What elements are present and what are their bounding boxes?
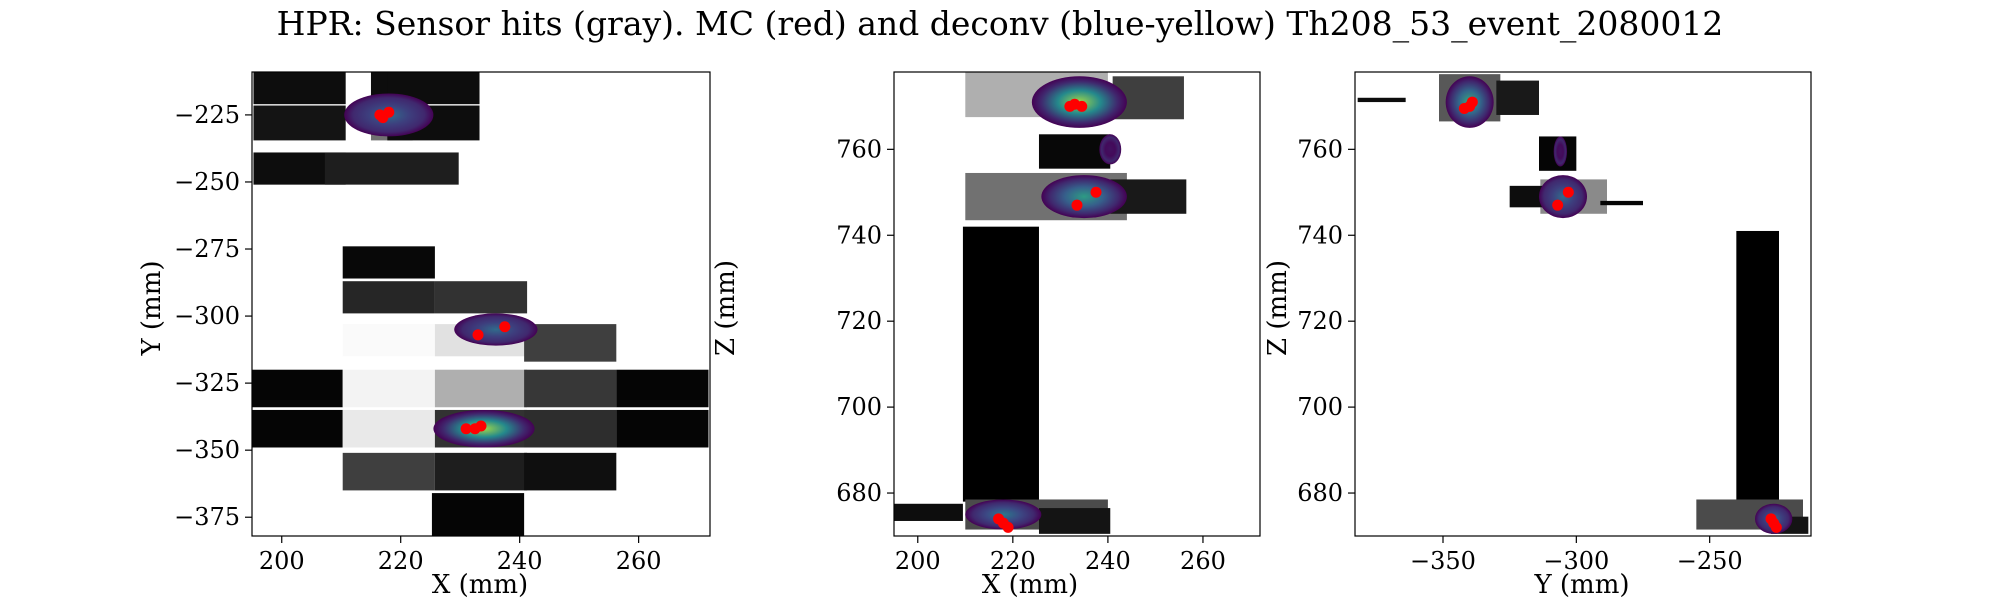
panel-xz-plot-area — [894, 72, 1187, 534]
mc-hit-point — [377, 112, 389, 124]
mc-hit-point — [1002, 521, 1014, 533]
sensor-hit-cell — [524, 452, 617, 491]
sensor-hit-cell — [342, 246, 435, 279]
panel-yz-frame — [1354, 71, 1812, 537]
panel-yz-ytick-label: 720 — [1297, 307, 1343, 335]
panel-xy-ytick-label: −250 — [174, 168, 240, 196]
sensor-hit-cell — [342, 409, 435, 448]
sensor-hit-cell — [434, 281, 528, 314]
panel-yz-xlabel: Y (mm) — [1533, 570, 1629, 600]
panel-xz-xtick-label: 200 — [895, 547, 941, 575]
mc-hit-point — [460, 423, 472, 435]
sensor-hit-cell — [616, 409, 709, 448]
panel-xy-ytick-label: −275 — [174, 235, 240, 263]
panel-yz-plot-area — [1357, 74, 1809, 534]
deconv-blob — [965, 499, 1042, 530]
panel-yz-ytick-label: 760 — [1297, 135, 1343, 163]
sensor-hit-cell — [252, 369, 343, 408]
sensor-hit-cell — [616, 369, 709, 408]
panel-xy-xlabel: X (mm) — [432, 570, 528, 600]
deconv-blob — [1099, 134, 1122, 165]
sensor-hit-cell — [1496, 80, 1539, 115]
panel-xy-frame — [251, 71, 711, 537]
sensor-hit-cell — [1600, 200, 1643, 206]
sensor-hit-cell — [342, 452, 435, 491]
panel-xz-ytick-label: 680 — [836, 479, 882, 507]
deconv-blob — [454, 313, 538, 346]
sensor-hit-cell — [1736, 230, 1779, 506]
panel-xz-xtick-label: 220 — [990, 547, 1036, 575]
panel-yz-ytick-label: 680 — [1297, 479, 1343, 507]
panel-xy-xtick-label: 240 — [497, 547, 543, 575]
panel-xz-xtick-label: 240 — [1085, 547, 1131, 575]
mc-hit-point — [1770, 521, 1782, 533]
sensor-hit-cell — [962, 226, 1039, 502]
sensor-hit-cell — [524, 369, 617, 408]
panel-xz-ytick-label: 700 — [836, 393, 882, 421]
panel-xy-ytick-label: −350 — [174, 436, 240, 464]
panel-yz-xtick-label: −250 — [1677, 547, 1743, 575]
panel-xy-xtick-label: 260 — [616, 547, 662, 575]
panel-xz-frame — [893, 71, 1261, 537]
mc-hit-point — [1562, 186, 1574, 198]
panel-xy-xtick-label: 200 — [259, 547, 305, 575]
panel-yz-xtick-label: −350 — [1410, 547, 1476, 575]
sensor-hit-cell — [1357, 97, 1406, 103]
sensor-hit-cell — [342, 324, 435, 357]
panel-xz-xlabel: X (mm) — [982, 570, 1078, 600]
panel-xy-ytick-label: −375 — [174, 503, 240, 531]
sensor-hit-cell — [434, 369, 528, 408]
mc-hit-point — [472, 329, 484, 341]
sensor-hit-cell — [431, 493, 525, 536]
panel-xy: 200 220 240 260 −375 −350 −325 −300 −275 −250 −225 — [174, 71, 711, 575]
panel-xy-ytick-label: −325 — [174, 369, 240, 397]
panel-xz-ylabel: Z (mm) — [711, 260, 741, 356]
mc-hit-point — [1071, 199, 1083, 211]
sensor-hit-cell — [252, 409, 343, 448]
panel-yz-xtick-label: −300 — [1543, 547, 1609, 575]
deconv-blob — [1539, 175, 1587, 219]
sensor-hit-cell — [434, 452, 528, 491]
mc-hit-point — [475, 420, 487, 432]
panel-xy-ylabel: Y (mm) — [137, 260, 167, 356]
sensor-hit-cell — [342, 369, 435, 408]
panel-yz-ytick-label: 700 — [1297, 393, 1343, 421]
mc-hit-point — [1069, 98, 1081, 110]
chart-title: HPR: Sensor hits (gray). MC (red) and de… — [277, 4, 1724, 44]
panel-xz-ytick-label: 720 — [836, 307, 882, 335]
sensor-hit-cell — [1038, 508, 1111, 534]
panel-xy-ytick-label: −300 — [174, 302, 240, 330]
sensor-hit-cell — [324, 152, 459, 185]
panel-xz-xtick-label: 260 — [1180, 547, 1226, 575]
sensor-hit-cell — [1038, 134, 1111, 169]
sensor-hit-cell — [894, 503, 963, 521]
sensor-hit-cell — [342, 281, 435, 314]
deconv-blob — [1553, 136, 1568, 167]
panel-xz: 200 220 240 260 680 700 720 740 760 — [836, 71, 1261, 575]
mc-hit-point — [1090, 186, 1102, 198]
deconv-blob — [1041, 175, 1127, 219]
panel-yz-ylabel: Z (mm) — [1263, 260, 1293, 356]
sensor-hit-cell — [524, 409, 617, 448]
panel-xy-plot-area — [252, 72, 709, 536]
panel-xy-ytick-label: −225 — [174, 101, 240, 129]
sensor-hit-cell — [253, 105, 346, 141]
panel-yz-ytick-label: 740 — [1297, 221, 1343, 249]
panel-xz-ytick-label: 760 — [836, 135, 882, 163]
mc-hit-point — [499, 321, 511, 333]
sensor-hit-cell — [524, 324, 617, 362]
mc-hit-point — [1552, 199, 1564, 211]
panel-xy-xtick-label: 220 — [378, 547, 424, 575]
sensor-hit-cell — [253, 72, 346, 105]
panel-xz-ytick-label: 740 — [836, 221, 882, 249]
panel-yz: −350 −300 −250 680 700 720 740 760 — [1297, 71, 1812, 575]
mc-hit-point — [1466, 96, 1478, 108]
